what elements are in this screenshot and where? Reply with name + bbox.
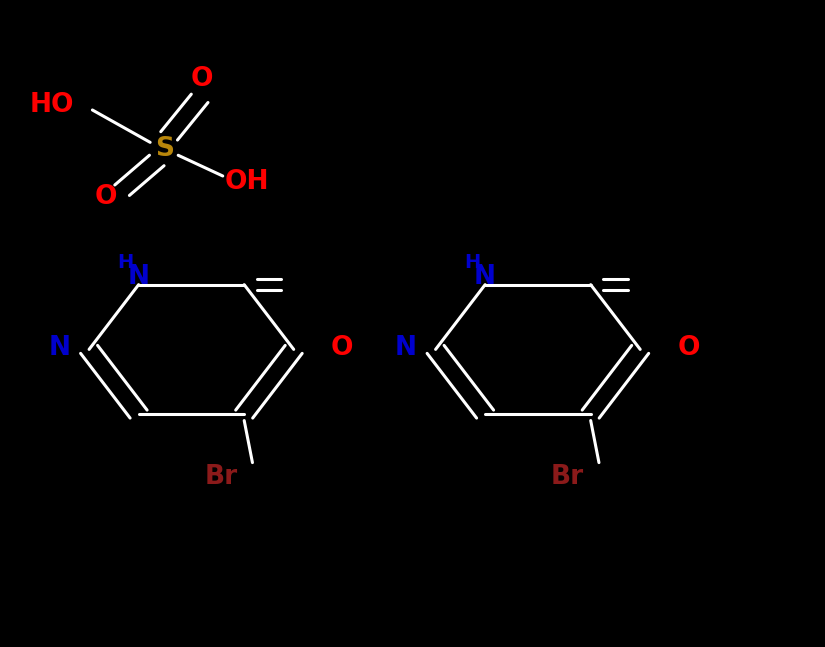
Text: H: H: [117, 252, 134, 272]
Text: O: O: [677, 335, 700, 361]
Text: N: N: [128, 264, 149, 290]
Text: N: N: [395, 335, 417, 361]
Text: S: S: [155, 136, 175, 162]
Text: Br: Br: [551, 465, 584, 490]
Text: O: O: [94, 184, 117, 210]
Text: O: O: [331, 335, 354, 361]
Text: O: O: [191, 66, 214, 92]
Text: Br: Br: [205, 465, 238, 490]
Text: HO: HO: [30, 92, 74, 118]
Text: H: H: [464, 252, 480, 272]
Text: N: N: [49, 335, 70, 361]
Text: OH: OH: [224, 170, 269, 195]
Text: N: N: [474, 264, 496, 290]
